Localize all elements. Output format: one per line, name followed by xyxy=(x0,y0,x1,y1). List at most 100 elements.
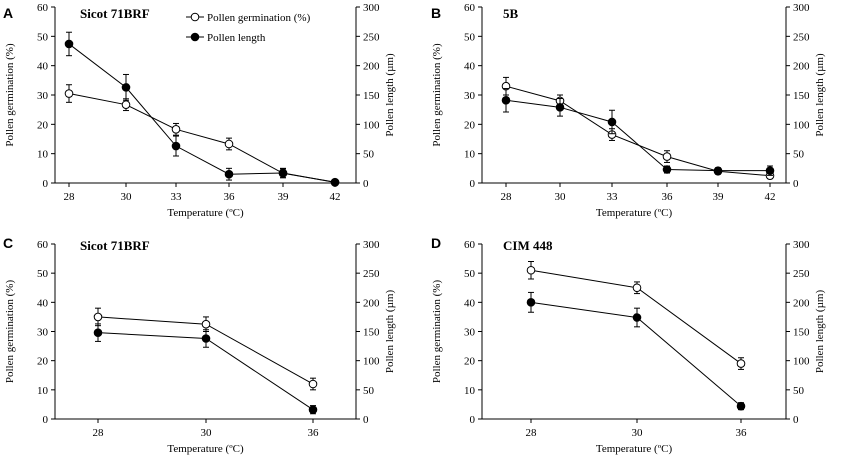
right-tick-label: 100 xyxy=(363,119,380,131)
right-tick-label: 50 xyxy=(363,385,375,397)
left-tick-label: 50 xyxy=(464,31,476,43)
left-tick-label: 0 xyxy=(470,414,476,426)
y-axis-label-left: Pollen germination (%) xyxy=(431,280,443,384)
data-point xyxy=(330,178,340,187)
length-series xyxy=(526,291,746,411)
right-tick-label: 300 xyxy=(793,239,810,251)
data-point xyxy=(224,169,234,179)
data-point xyxy=(526,265,536,275)
data-point xyxy=(713,166,723,175)
left-tick-label: 60 xyxy=(37,239,49,251)
left-tick-label: 0 xyxy=(43,414,49,426)
right-tick-label: 100 xyxy=(793,119,810,131)
data-point xyxy=(64,39,74,49)
x-tick-label: 30 xyxy=(201,427,213,439)
right-tick-label: 100 xyxy=(363,356,380,368)
right-tick-label: 50 xyxy=(363,149,375,161)
x-tick-label: 39 xyxy=(278,191,290,203)
panel-letter: D xyxy=(431,235,441,251)
x-tick-label: 42 xyxy=(330,191,341,203)
x-tick-label: 36 xyxy=(662,191,674,203)
panel-title: Sicot 71BRF xyxy=(80,238,150,253)
length-series xyxy=(64,31,340,187)
panel-title: Sicot 71BRF xyxy=(80,6,150,21)
data-point xyxy=(736,401,746,411)
panel-A: A Sicot 71BRF 0 10 20 30 40 50 60 0 50 100 150 200 250… xyxy=(3,2,396,219)
data-point xyxy=(662,152,672,161)
left-tick-label: 20 xyxy=(37,119,49,131)
left-tick-label: 50 xyxy=(37,268,49,280)
data-point xyxy=(121,83,131,92)
right-tick-label: 150 xyxy=(793,327,810,339)
right-tick-label: 150 xyxy=(793,90,810,102)
data-point xyxy=(555,103,565,112)
right-tick-label: 250 xyxy=(793,31,810,43)
germination-series xyxy=(526,261,746,370)
right-tick-label: 100 xyxy=(793,356,810,368)
data-point xyxy=(501,95,511,105)
series-line xyxy=(68,93,336,183)
right-tick-label: 0 xyxy=(363,414,369,426)
data-point xyxy=(171,125,181,134)
data-point xyxy=(93,312,103,322)
right-tick-label: 200 xyxy=(363,61,380,73)
right-tick-label: 0 xyxy=(793,414,799,426)
panel-title: 5B xyxy=(503,6,519,21)
left-tick-label: 20 xyxy=(37,356,49,368)
left-tick-label: 0 xyxy=(470,178,476,190)
left-tick-label: 10 xyxy=(464,385,476,397)
panel-letter: B xyxy=(431,5,441,21)
panel-C: C Sicot 71BRF 0 10 20 30 40 50 60 0 50 100 150 200 250… xyxy=(3,235,396,455)
data-point xyxy=(308,405,318,414)
right-tick-label: 300 xyxy=(363,239,380,251)
right-tick-label: 200 xyxy=(793,61,810,73)
x-axis-label: Temperature (ºC) xyxy=(167,207,244,219)
data-point xyxy=(201,319,211,329)
germination-series xyxy=(64,84,340,187)
data-point xyxy=(308,379,318,389)
left-tick-label: 0 xyxy=(43,178,49,190)
panel-letter: A xyxy=(3,5,13,21)
data-point xyxy=(765,166,775,175)
x-tick-label: 30 xyxy=(121,191,133,203)
left-tick-label: 60 xyxy=(464,2,476,14)
panel-B: B 5B 0 10 20 30 40 50 60 0 50 100 150 200 250 300 28 30 33… xyxy=(431,2,826,219)
right-tick-label: 50 xyxy=(793,149,805,161)
x-tick-label: 36 xyxy=(224,191,236,203)
legend-length-marker xyxy=(190,32,200,42)
data-point xyxy=(121,100,131,109)
series-line xyxy=(505,85,771,177)
left-tick-label: 40 xyxy=(37,297,49,309)
right-tick-label: 200 xyxy=(363,297,380,309)
data-point xyxy=(278,168,288,178)
legend-germination-label: Pollen germination (%) xyxy=(207,12,311,24)
left-tick-label: 30 xyxy=(37,90,49,102)
germination-series xyxy=(93,307,318,391)
legend: Pollen germination (%) Pollen length xyxy=(186,12,311,44)
x-tick-label: 28 xyxy=(64,191,76,203)
left-tick-label: 30 xyxy=(464,90,476,102)
data-point xyxy=(526,298,536,307)
x-tick-label: 39 xyxy=(713,191,725,203)
panel-D: D CIM 448 0 10 20 30 40 50 60 0 50 100 150 200 250 300 2… xyxy=(431,235,826,455)
length-series xyxy=(501,88,775,176)
left-tick-label: 40 xyxy=(37,61,49,73)
right-tick-label: 200 xyxy=(793,297,810,309)
right-tick-label: 0 xyxy=(793,178,799,190)
data-point xyxy=(632,283,642,293)
x-tick-label: 30 xyxy=(632,427,644,439)
x-tick-label: 28 xyxy=(93,427,105,439)
data-point xyxy=(736,359,746,368)
left-tick-label: 40 xyxy=(464,297,476,309)
series-line xyxy=(68,43,336,183)
data-point xyxy=(171,141,181,151)
data-point xyxy=(607,117,617,127)
x-axis-label: Temperature (ºC) xyxy=(596,207,673,219)
data-point xyxy=(201,334,211,343)
left-tick-label: 60 xyxy=(37,2,49,14)
right-tick-label: 50 xyxy=(793,385,805,397)
data-point xyxy=(64,89,74,98)
x-tick-label: 42 xyxy=(765,191,776,203)
right-tick-label: 150 xyxy=(363,90,380,102)
